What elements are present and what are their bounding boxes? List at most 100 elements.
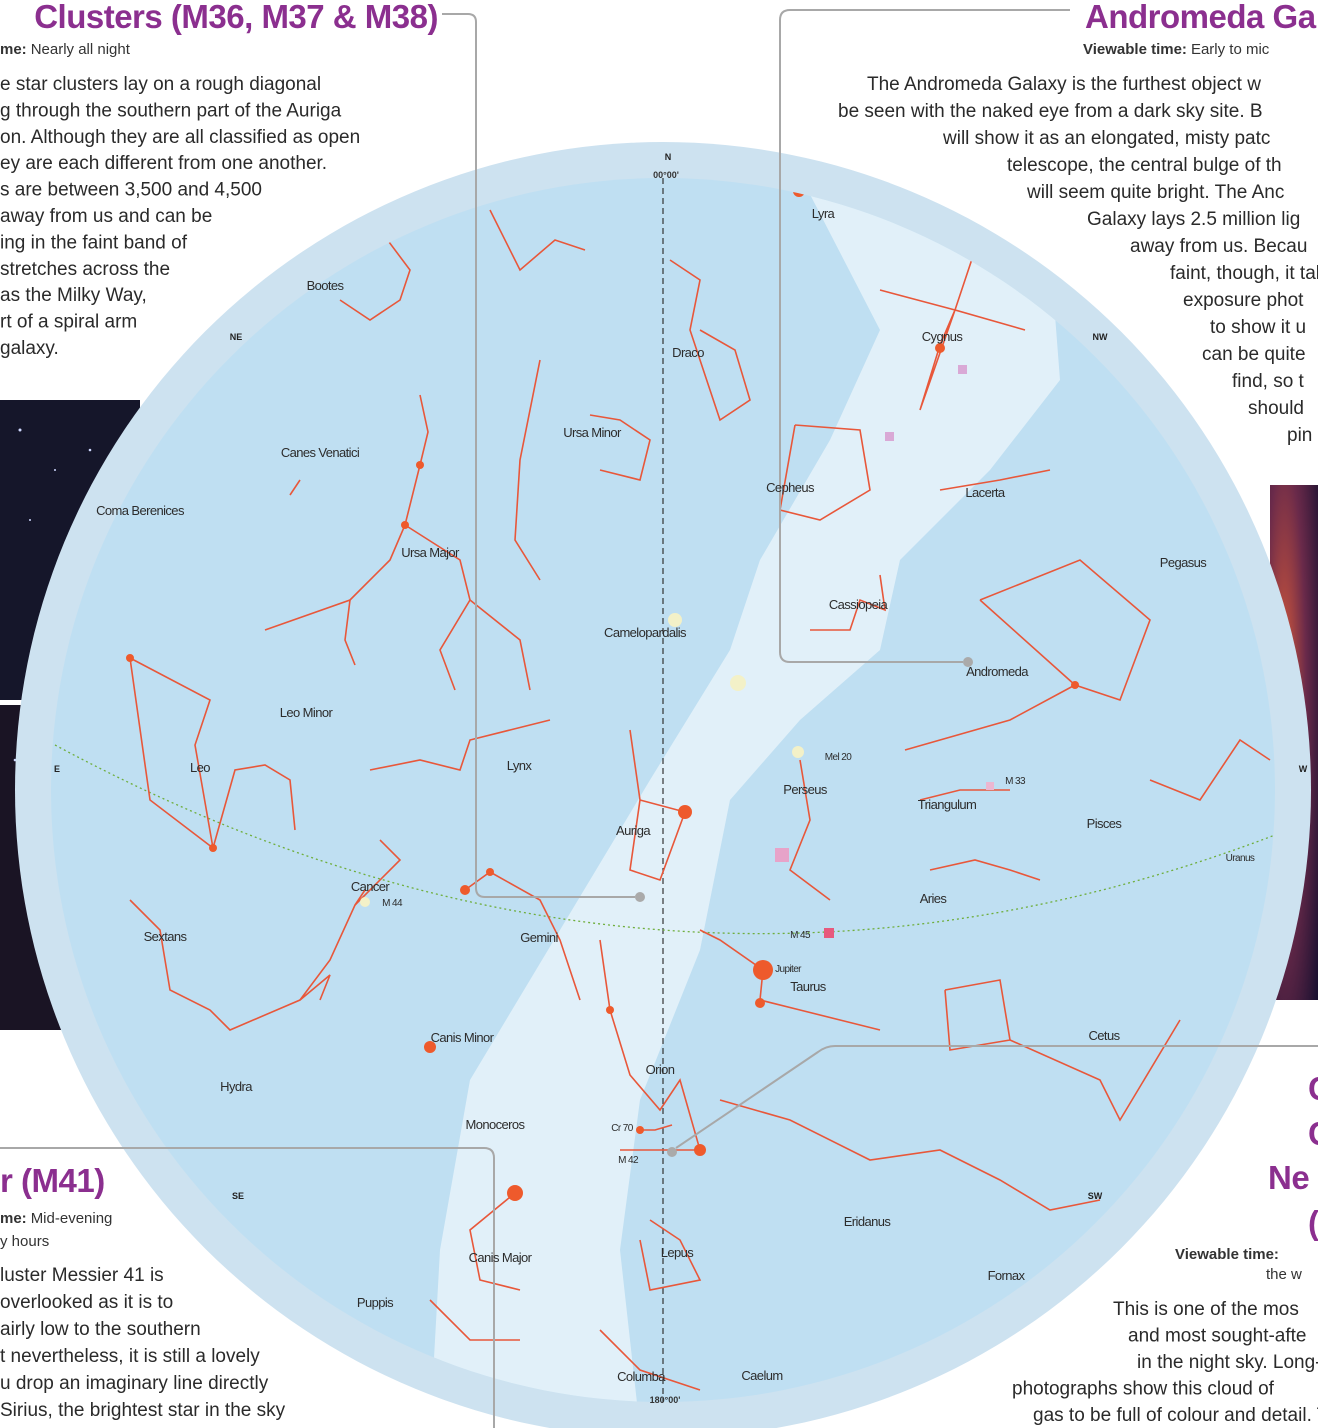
time-value: Mid-evening [31, 1210, 113, 1227]
constellation-label: Aries [920, 891, 948, 906]
callout-text: to show it u [1210, 317, 1306, 338]
time-value: Early to mic [1191, 41, 1270, 58]
compass-label: N [665, 152, 672, 162]
constellation-label: Puppis [357, 1295, 394, 1310]
compass-label: SW [1088, 1191, 1103, 1201]
constellation-label: M 33 [1005, 776, 1026, 787]
callout-text: ey are each different from one another. [0, 153, 327, 174]
callout-text: on. Although they are all classified as … [0, 127, 360, 148]
callout-text: overlooked as it is to [0, 1292, 173, 1313]
constellation-label: M 44 [382, 898, 403, 909]
time-label: Viewable time: [1083, 41, 1187, 58]
callout-text: rt of a spiral arm [0, 312, 137, 333]
constellation-label: Taurus [790, 979, 827, 994]
callout-text: luster Messier 41 is [0, 1265, 164, 1286]
coordinate-label: 00°00' [653, 170, 679, 180]
constellation-label: Pisces [1087, 816, 1123, 831]
callout-title: Ne [1268, 1159, 1309, 1196]
compass-label: E [54, 764, 60, 774]
constellation-label: Caelum [741, 1368, 782, 1383]
constellation-label: Pegasus [1160, 555, 1207, 570]
callout-title: r (M41) [0, 1162, 105, 1199]
constellation-label: Canes Venatici [281, 445, 360, 460]
constellation-label: Andromeda [966, 664, 1029, 679]
compass-label: NW [1093, 332, 1108, 342]
constellation-label: Draco [672, 345, 704, 360]
constellation-label: Cr 70 [611, 1123, 633, 1134]
constellation-label: Cassiopeia [829, 597, 889, 612]
constellation-label: Cancer [351, 879, 391, 894]
constellation-label: Cetus [1089, 1028, 1121, 1043]
constellation-label: Triangulum [918, 797, 977, 812]
constellation-label: Monoceros [466, 1117, 526, 1132]
viewable-time: me:Nearly all night [0, 41, 131, 58]
constellation-label: Jupiter [775, 964, 802, 975]
constellation-label: Lacerta [965, 485, 1006, 500]
constellation-label: Fornax [988, 1268, 1026, 1283]
callout-text: telescope, the central bulge of th [1007, 155, 1282, 176]
constellation-label: Orion [646, 1062, 675, 1077]
viewable-time: the w [1266, 1266, 1302, 1283]
callout-text: ing in the faint band of [0, 232, 188, 253]
callout-text: be seen with the naked eye from a dark s… [838, 101, 1263, 122]
callout-text: can be quite [1202, 344, 1306, 365]
viewable-time: Viewable time: [1175, 1246, 1279, 1263]
constellation-label: Camelopardalis [604, 625, 687, 640]
constellation-label: Lynx [507, 758, 533, 773]
callout-text: e star clusters lay on a rough diagonal [0, 74, 321, 95]
callout-text: stretches across the [0, 259, 170, 280]
constellation-label: Mel 20 [825, 752, 852, 763]
callout-text: pin [1287, 425, 1312, 446]
constellation-label: Leo [190, 760, 210, 775]
callout-text: s are between 3,500 and 4,500 [0, 180, 262, 201]
viewable-time: Viewable time:Early to mic [1083, 41, 1270, 58]
time-label: me: [0, 1210, 27, 1227]
callout-text: in the night sky. Long- [1137, 1352, 1318, 1373]
constellation-label: Canis Minor [431, 1030, 495, 1045]
callout-text: u drop an imaginary line directly [0, 1373, 269, 1394]
callout-title: Andromeda Ga [1085, 0, 1317, 35]
compass-label: NE [230, 332, 243, 342]
constellation-label: Lyra [812, 206, 836, 221]
constellation-label: Cygnus [922, 329, 964, 344]
callout-text: will show it as an elongated, misty patc [942, 128, 1270, 149]
callout-title: Clusters (M36, M37 & M38) [34, 0, 438, 35]
constellation-label: Eridanus [844, 1214, 892, 1229]
callout-text: as the Milky Way, [0, 285, 147, 306]
callout-text: This is one of the mos [1113, 1299, 1299, 1320]
callout-text: t nevertheless, it is still a lovely [0, 1346, 260, 1367]
callout-title: ( [1308, 1204, 1318, 1241]
callout-text: exposure phot [1183, 290, 1304, 311]
callout-text: Sirius, the brightest star in the sky [0, 1400, 286, 1421]
constellation-label: Ursa Major [401, 545, 460, 560]
callout-text: galaxy. [0, 338, 59, 359]
constellation-label: Columba [617, 1369, 666, 1384]
constellation-label: Canis Major [469, 1250, 533, 1265]
constellation-label: M 45 [790, 930, 811, 941]
constellation-label: Bootes [307, 278, 345, 293]
callout-text: will seem quite bright. The Anc [1026, 182, 1284, 203]
callout-title: C [1308, 1115, 1318, 1152]
constellation-label: Hydra [220, 1079, 253, 1094]
compass-label: W [1299, 764, 1308, 774]
constellation-label: Sextans [144, 929, 188, 944]
star-map-page: Clusters (M36, M37 & M38) me:Nearly all n… [0, 0, 1318, 1428]
callout-text: g through the southern part of the Aurig… [0, 100, 342, 121]
constellation-label: Ursa Minor [563, 425, 622, 440]
callout-title: C [1308, 1070, 1318, 1107]
callout-text: and most sought-afte [1128, 1326, 1307, 1347]
callout-text: away from us and can be [0, 206, 212, 227]
constellation-label: Uranus [1226, 853, 1255, 864]
constellation-label: Perseus [783, 782, 828, 797]
constellation-label: M 42 [618, 1155, 639, 1166]
coordinate-label: 180°00' [650, 1395, 681, 1405]
callout-text: find, so t [1232, 371, 1305, 392]
compass-label: SE [232, 1191, 244, 1201]
constellation-label: Lepus [661, 1245, 695, 1260]
callout-text: photographs show this cloud of [1012, 1379, 1275, 1400]
time-label: me: [0, 41, 27, 58]
callout-text: gas to be full of colour and detail. T [1033, 1405, 1318, 1426]
constellation-label: Gemini [520, 930, 558, 945]
viewable-time: me:Mid-evening [0, 1210, 112, 1227]
constellation-label: Coma Berenices [96, 503, 185, 518]
